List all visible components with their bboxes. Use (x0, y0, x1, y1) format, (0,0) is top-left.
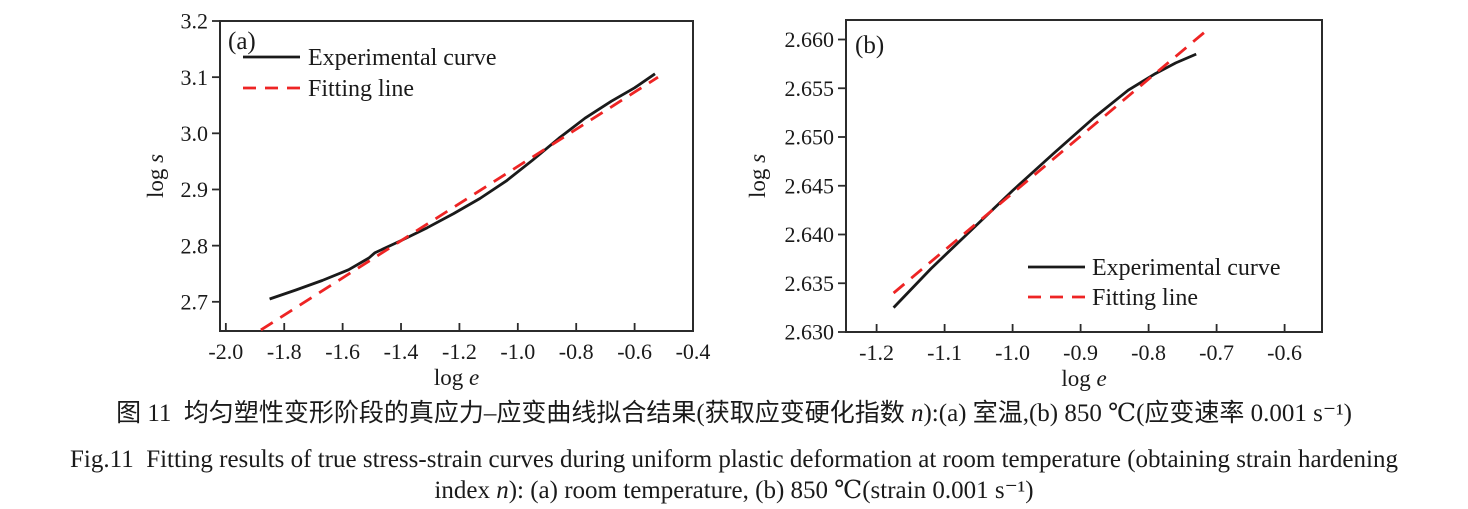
panel-label-a: (a) (228, 28, 256, 55)
caption-chinese-pre: 图 11 均匀塑性变形阶段的真应力–应变曲线拟合结果(获取应变硬化指数 (116, 400, 911, 427)
caption-english-line1-text: Fig.11 Fitting results of true stress-st… (70, 446, 1398, 473)
x-tick-label: -0.6 (617, 339, 652, 364)
x-tick-label: -1.2 (442, 339, 477, 364)
x-axis-label: log e (1061, 366, 1106, 391)
x-tick-label: -1.8 (267, 339, 302, 364)
x-tick-label: -0.4 (676, 339, 711, 364)
x-tick-label: -0.6 (1267, 340, 1302, 365)
y-tick-label: 3.2 (181, 9, 209, 34)
fitting-line-b (892, 26, 1211, 295)
x-tick-label: -0.9 (1063, 340, 1098, 365)
legend-label: Fitting line (308, 76, 414, 102)
experimental-curve-a (269, 72, 656, 301)
y-tick-label: 2.660 (785, 27, 835, 52)
caption-chinese-var-n: n (910, 400, 924, 427)
x-tick-label: -0.8 (559, 339, 594, 364)
caption-english-line1: Fig.11 Fitting results of true stress-st… (0, 444, 1468, 476)
experimental-curve-b (892, 52, 1197, 309)
y-tick-label: 2.655 (785, 76, 835, 101)
caption-english-post: ): (a) room temperature, (b) 850 ℃(strai… (508, 477, 1034, 504)
legend-label: Experimental curve (308, 45, 497, 71)
panel-label-b: (b) (855, 32, 884, 59)
chart-b: 2.630 2.635 2.640 2.645 2.650 2.655 2.660 -1.2 -… (745, 19, 1323, 391)
x-tick-label: -1.2 (859, 340, 894, 365)
y-tick-label: 2.650 (785, 125, 835, 150)
x-axis-label: log e (434, 365, 479, 390)
plot-frame-a (219, 20, 694, 332)
x-tick-label: -1.1 (927, 340, 962, 365)
x-tick-label: -1.0 (995, 340, 1030, 365)
x-tick-label: -1.4 (384, 339, 419, 364)
y-tick-label: 2.630 (785, 320, 835, 345)
y-tick-label: 2.640 (785, 222, 835, 247)
x-tick-label: -0.7 (1199, 340, 1234, 365)
y-axis-label: log s (143, 154, 168, 198)
y-tick-label: 2.9 (181, 177, 209, 202)
y-tick-label: 3.0 (181, 121, 209, 146)
fitting-line-a (260, 76, 659, 332)
caption-english-pre: index (434, 477, 497, 504)
y-tick-label: 2.8 (181, 233, 209, 258)
caption-chinese-post: ):(a) 室温,(b) 850 ℃(应变速率 0.001 s⁻¹) (923, 400, 1352, 427)
x-tick-label: -2.0 (208, 339, 243, 364)
charts-row: 2.7 2.8 2.9 3.0 3.1 3.2 -2.0 -1.8 -1.6 -1.4 -1.2 -1… (143, 9, 1323, 391)
y-tick-label: 2.635 (785, 271, 835, 296)
y-tick-label: 2.7 (181, 289, 209, 314)
caption-chinese: 图 11 均匀塑性变形阶段的真应力–应变曲线拟合结果(获取应变硬化指数 n):(… (0, 397, 1468, 431)
x-tick-label: -1.0 (500, 339, 535, 364)
legend-label: Experimental curve (1092, 255, 1281, 281)
legend-label: Fitting line (1092, 285, 1198, 311)
caption-english-line2: index n): (a) room temperature, (b) 850 … (0, 475, 1468, 507)
y-tick-label: 3.1 (181, 65, 209, 90)
plot-frame-b (845, 19, 1323, 333)
x-tick-label: -0.8 (1131, 340, 1166, 365)
x-tick-label: -1.6 (325, 339, 360, 364)
chart-a: 2.7 2.8 2.9 3.0 3.1 3.2 -2.0 -1.8 -1.6 -1.4 -1.2 -1… (143, 9, 711, 390)
y-tick-label: 2.645 (785, 173, 835, 198)
caption-english-var-n: n (496, 477, 509, 504)
y-axis-label: log s (745, 154, 770, 198)
